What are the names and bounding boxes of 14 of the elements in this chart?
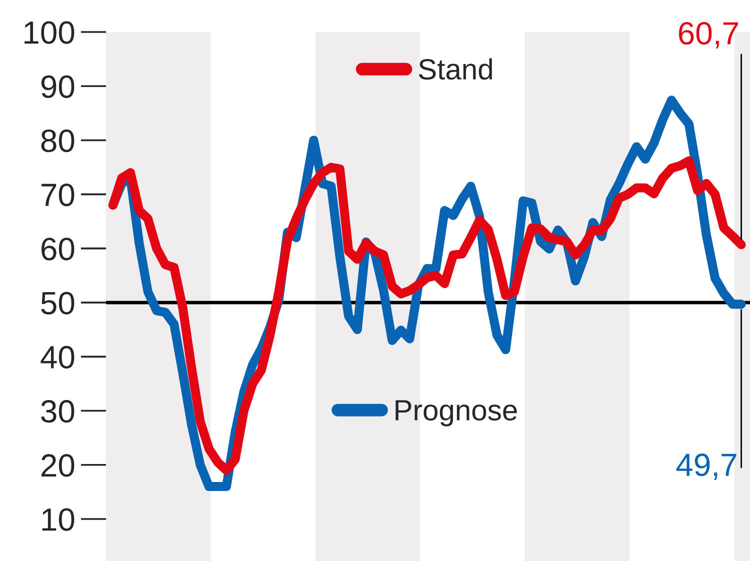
y-tick-label: 90 xyxy=(41,75,74,98)
y-tick-label: 40 xyxy=(40,346,74,369)
y-tick-label: 50 xyxy=(41,292,74,314)
y-tick-label: 100 xyxy=(24,21,74,44)
annotation: 49,7 xyxy=(676,454,736,480)
legend-label: Prognose xyxy=(396,400,517,426)
legend-label: Stand xyxy=(418,58,492,80)
y-tick-label: 70 xyxy=(42,184,74,206)
y-tick-label: 60 xyxy=(42,238,74,260)
annotation: 60,7 xyxy=(678,22,738,48)
y-tick-label: 20 xyxy=(42,454,74,477)
y-tick-label: 10 xyxy=(42,508,74,531)
y-tick-label: 80 xyxy=(41,129,74,152)
y-tick-label: 30 xyxy=(41,400,74,423)
